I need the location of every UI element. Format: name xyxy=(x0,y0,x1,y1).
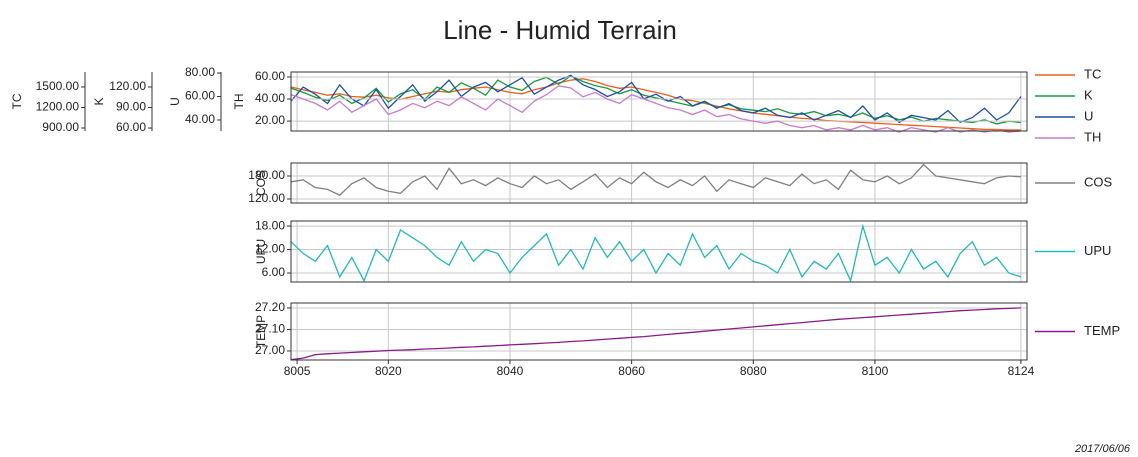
legend-label: UPU xyxy=(1084,243,1111,258)
x-tick-label: 8080 xyxy=(740,364,767,378)
plot-frame xyxy=(290,162,1028,204)
series-line xyxy=(290,85,1021,133)
y-tick-label: 180.00 xyxy=(248,168,285,182)
y-tick-label: 60.00 xyxy=(255,69,285,83)
y-tick-label: 20.00 xyxy=(255,113,285,127)
legend-label: TC xyxy=(1084,66,1101,81)
y-tick-label: 120.00 xyxy=(248,191,285,205)
y-tick-label: 120.00 xyxy=(109,79,146,93)
plot-frame xyxy=(290,220,1028,283)
plot-frame xyxy=(290,71,1028,132)
y-tick-label: 900.00 xyxy=(42,120,79,134)
legend-label: U xyxy=(1084,108,1093,123)
y-tick-label: 40.00 xyxy=(185,112,215,126)
chart-title: Line - Humid Terrain xyxy=(443,15,677,45)
x-tick-label: 8005 xyxy=(284,364,311,378)
x-tick-label: 8100 xyxy=(862,364,889,378)
y-tick-label: 60.00 xyxy=(116,120,146,134)
legend-label: TH xyxy=(1084,129,1101,144)
y-tick-label: 40.00 xyxy=(255,91,285,105)
date: 2017/06/06 xyxy=(1074,443,1131,455)
y-axis-title: U xyxy=(168,97,182,106)
y-tick-label: 60.00 xyxy=(185,89,215,103)
y-tick-label: 1500.00 xyxy=(36,79,80,93)
legend-label: COS xyxy=(1084,174,1113,189)
y-tick-label: 6.00 xyxy=(262,265,286,279)
y-tick-label: 80.00 xyxy=(185,65,215,79)
legend-label: TEMP xyxy=(1084,323,1120,338)
y-tick-label: 12.00 xyxy=(255,242,285,256)
y-axis-title: TC xyxy=(10,93,24,109)
y-axis-title: K xyxy=(92,97,106,105)
y-axis-title: TH xyxy=(232,94,246,110)
legend-label: K xyxy=(1084,87,1093,102)
x-tick-label: 8040 xyxy=(497,364,524,378)
y-tick-label: 90.00 xyxy=(116,100,146,114)
y-tick-label: 27.20 xyxy=(255,300,285,314)
y-tick-label: 18.00 xyxy=(255,218,285,232)
series-line xyxy=(290,223,1022,283)
x-tick-label: 8124 xyxy=(1008,364,1035,378)
series-line xyxy=(290,74,1022,124)
x-tick-label: 8060 xyxy=(618,364,645,378)
x-tick-label: 8020 xyxy=(375,364,402,378)
plot-frame xyxy=(290,302,1028,361)
y-axis-title: COS xyxy=(254,170,268,196)
y-tick-label: 27.10 xyxy=(255,322,285,336)
series-line xyxy=(290,163,1021,196)
y-tick-label: 27.00 xyxy=(255,343,285,357)
y-axis-title: TEMP xyxy=(254,315,268,348)
y-axis-title: UPU xyxy=(254,239,268,264)
series-line xyxy=(290,78,1021,131)
series-line xyxy=(290,75,1021,125)
series-line xyxy=(290,307,1021,361)
y-tick-label: 1200.00 xyxy=(36,100,80,114)
